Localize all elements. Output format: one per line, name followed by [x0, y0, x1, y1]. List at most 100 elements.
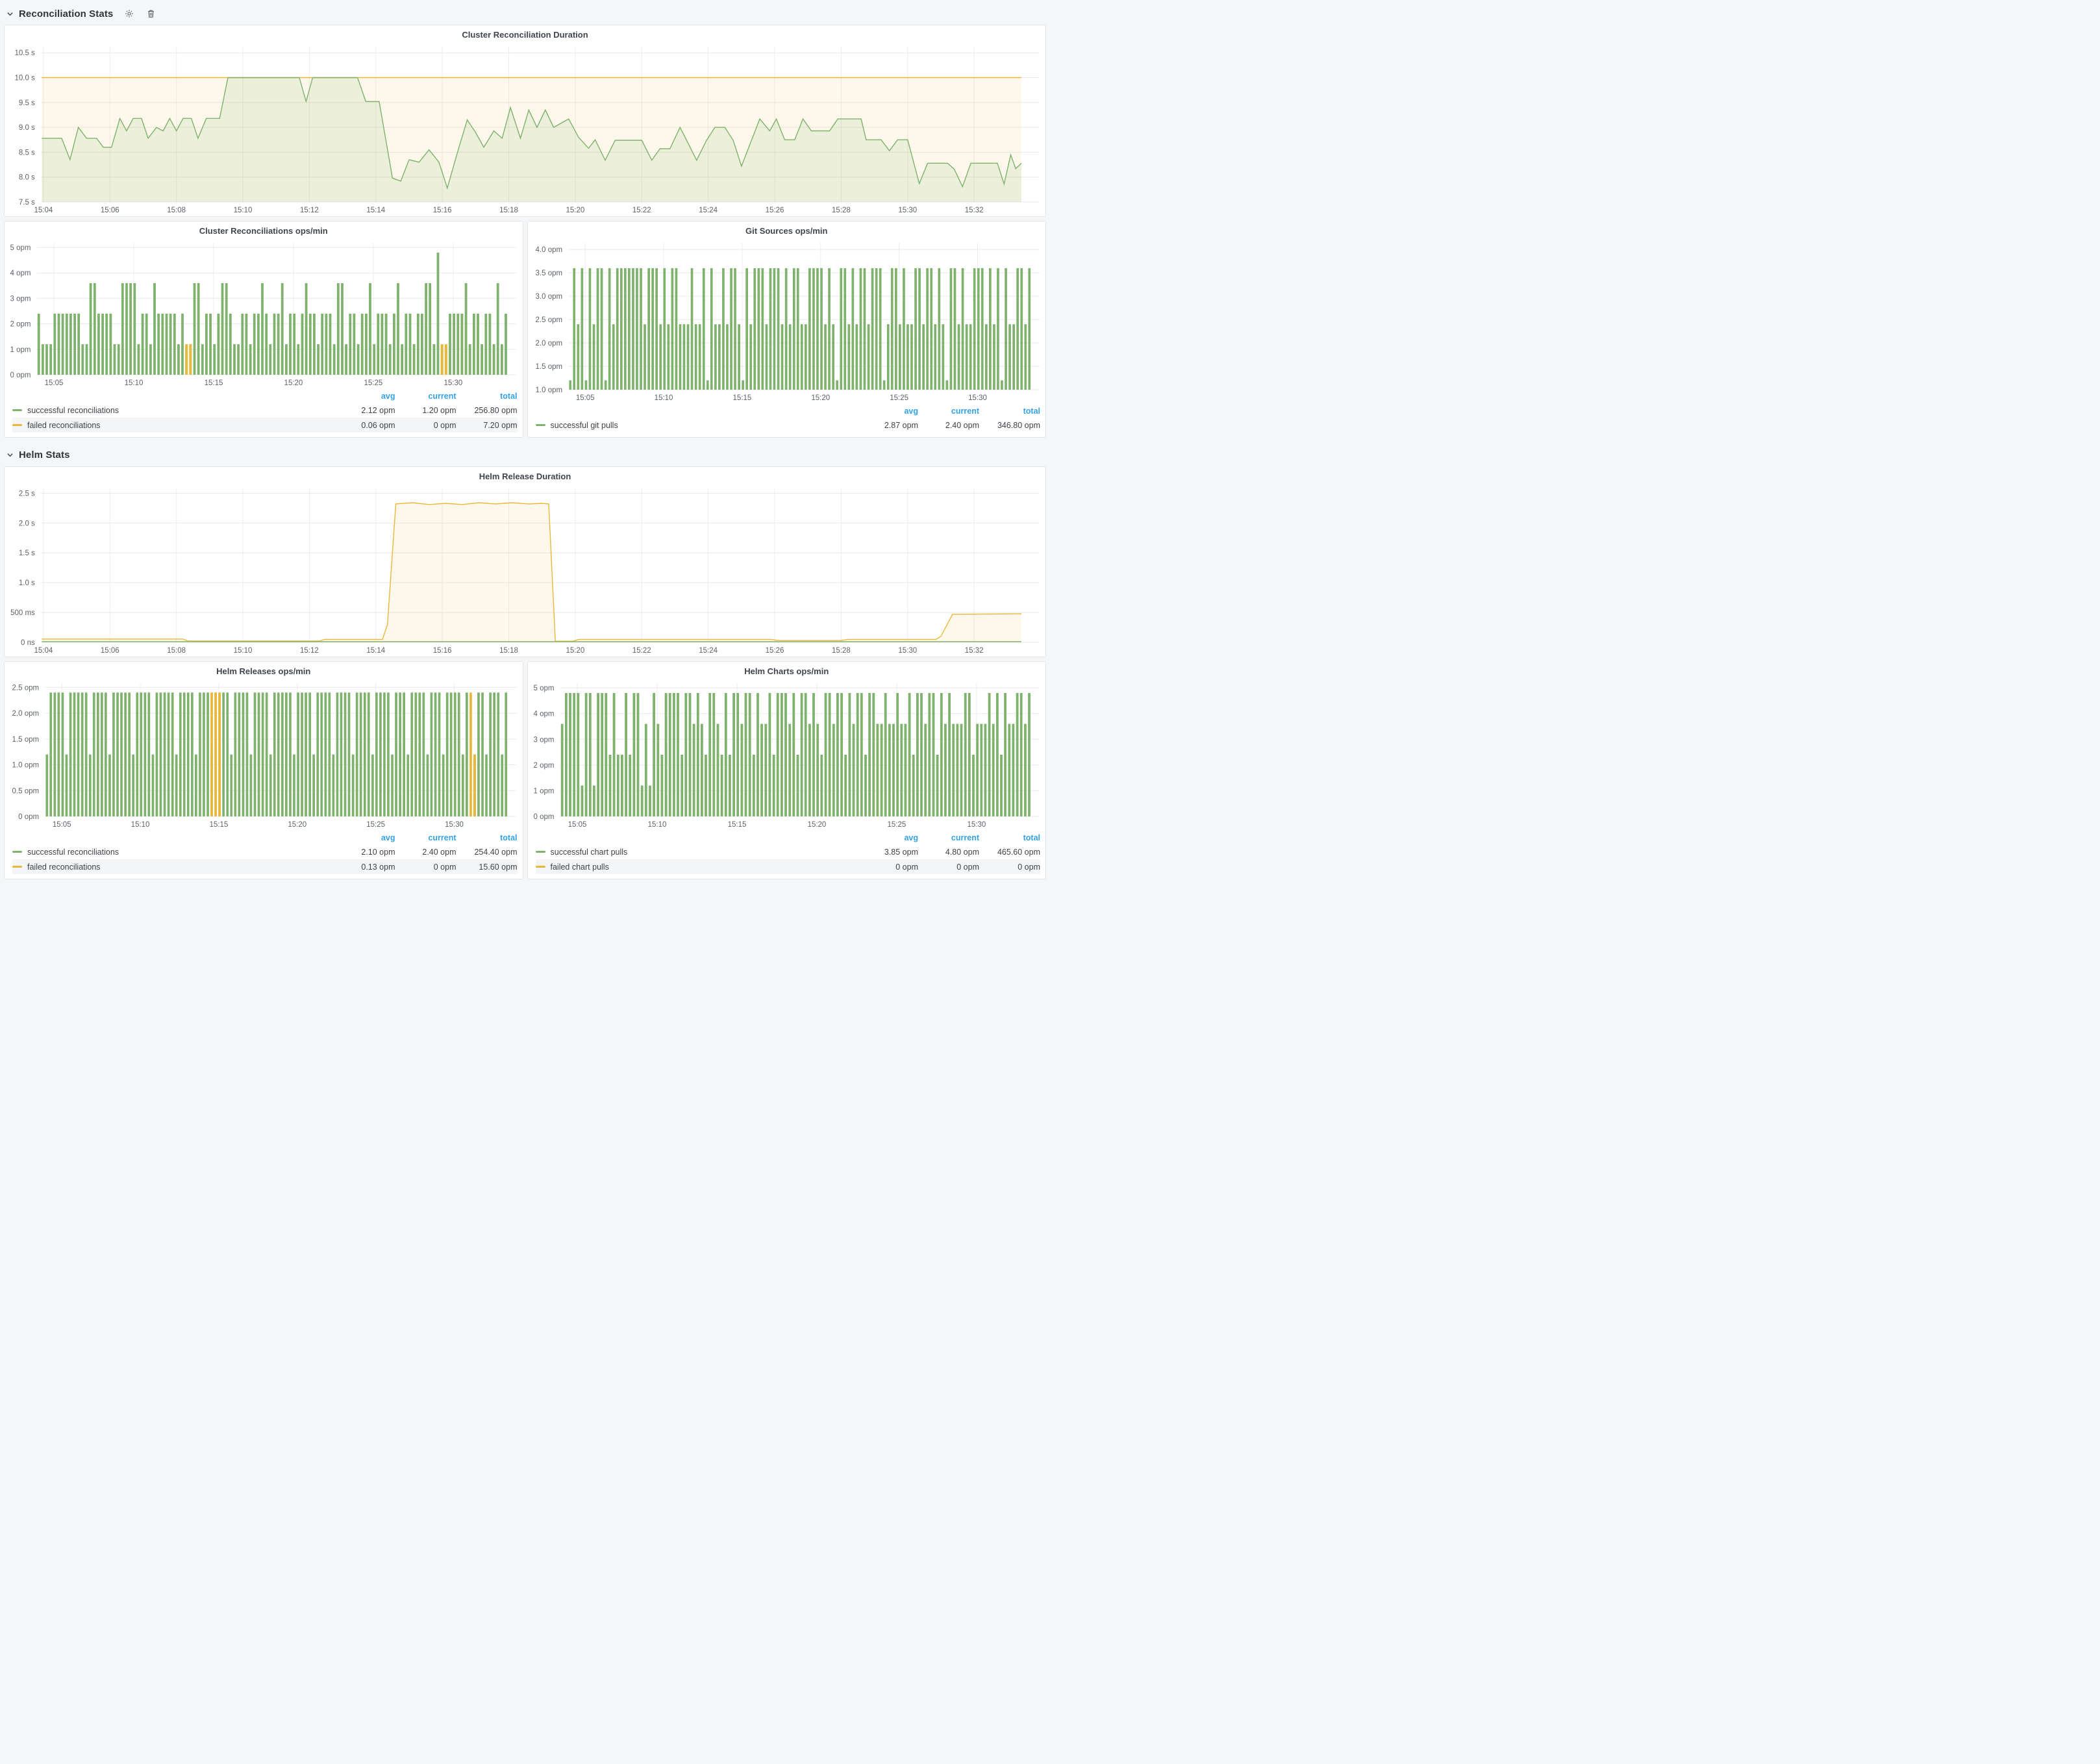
bar	[1012, 324, 1015, 390]
legend-header-row: avg current total	[536, 831, 1040, 844]
bar	[1003, 693, 1006, 816]
bar	[784, 693, 787, 816]
bar	[73, 692, 76, 816]
bar	[473, 754, 476, 816]
bar	[656, 724, 659, 816]
bar	[332, 754, 335, 816]
bar	[710, 268, 713, 390]
bar	[781, 324, 783, 390]
bar	[497, 692, 500, 816]
bar	[979, 724, 982, 816]
trash-icon[interactable]	[147, 9, 155, 18]
bar	[996, 268, 999, 390]
bar	[468, 344, 471, 375]
bar	[1016, 268, 1019, 390]
bar	[189, 344, 192, 375]
bar	[696, 693, 699, 816]
panel-helm-charts-opm: Helm Charts ops/min 15:05 15:10 15:15 15:20…	[527, 661, 1046, 879]
y-tick-label: 1.0 s	[19, 579, 35, 587]
section-title[interactable]: Reconciliation Stats	[19, 8, 114, 19]
y-tick-label: 9.5 s	[19, 99, 35, 107]
bar	[604, 380, 606, 390]
panel-title[interactable]: Helm Charts ops/min	[744, 666, 829, 676]
bar	[167, 692, 170, 816]
series-name[interactable]: failed reconciliations	[27, 862, 101, 872]
bar	[864, 755, 867, 816]
bar	[109, 313, 112, 375]
x-tick-label: 15:22	[632, 207, 651, 214]
gear-icon[interactable]	[125, 9, 134, 18]
bar	[320, 692, 323, 816]
bar	[301, 313, 304, 375]
legend-col-total[interactable]: total	[1023, 406, 1040, 416]
bar	[492, 344, 495, 375]
bar	[623, 268, 627, 390]
legend-col-total[interactable]: total	[1023, 833, 1040, 842]
series-name[interactable]: successful reconciliations	[27, 847, 119, 857]
bar	[960, 724, 962, 816]
bar	[277, 313, 280, 375]
legend-col-current[interactable]: current	[428, 833, 456, 842]
legend-col-avg[interactable]: avg	[381, 833, 395, 842]
bar	[438, 692, 441, 816]
bar	[772, 755, 775, 816]
panel-title[interactable]: Git Sources ops/min	[745, 226, 828, 236]
section-title[interactable]: Helm Stats	[19, 449, 70, 460]
bar	[65, 313, 68, 375]
bar	[765, 324, 768, 390]
chart-cluster-reconciliation-duration[interactable]: 15:04 15:06 15:08 15:10 15:12 15:14 15:16 15:18…	[5, 40, 1045, 216]
bar	[902, 268, 905, 390]
x-tick-label: 15:12	[300, 647, 319, 655]
bar	[93, 283, 96, 375]
series-name[interactable]: successful git pulls	[550, 420, 618, 430]
bar	[568, 693, 571, 816]
bar	[925, 268, 929, 390]
bar	[430, 692, 433, 816]
chart-helm-releases-opm[interactable]: 15:05 15:10 15:15 15:20 15:25 15:30 2.5 opm 2.0…	[5, 677, 523, 831]
chart-git-sources-opm[interactable]: 15:05 15:10 15:15 15:20 15:25 15:30 4.0 opm 3.5…	[528, 236, 1046, 404]
series-name[interactable]: successful reconciliations	[27, 405, 119, 415]
panel-title[interactable]: Helm Releases ops/min	[216, 666, 311, 676]
series-name[interactable]: failed chart pulls	[550, 862, 609, 872]
legend-col-total[interactable]: total	[500, 833, 518, 842]
bar	[921, 324, 925, 390]
bar	[859, 268, 862, 390]
legend-col-avg[interactable]: avg	[381, 391, 395, 401]
panel-title[interactable]: Cluster Reconciliation Duration	[462, 30, 588, 40]
section-header-helm-stats[interactable]: Helm Stats	[4, 443, 1046, 466]
chart-helm-charts-opm[interactable]: 15:05 15:10 15:15 15:20 15:25 15:30 5 opm 4 opm…	[528, 677, 1046, 831]
y-tick-label: 4 opm	[10, 270, 31, 277]
panel-title[interactable]: Cluster Reconciliations ops/min	[199, 226, 328, 236]
bar	[716, 724, 719, 816]
bar	[305, 283, 308, 375]
bar	[944, 724, 947, 816]
x-tick-label: 15:30	[898, 647, 917, 655]
stat-current: 2.40 opm	[422, 847, 456, 857]
bar	[173, 313, 176, 375]
bar	[836, 693, 839, 816]
chart-cluster-reconciliations-opm[interactable]: 15:05 15:10 15:15 15:20 15:25 15:30 5 opm 4 opm…	[5, 236, 523, 389]
bar	[860, 693, 863, 816]
bar	[45, 344, 48, 375]
y-tick-label: 0 opm	[18, 813, 39, 821]
legend-col-total[interactable]: total	[500, 391, 518, 401]
legend-col-current[interactable]: current	[951, 406, 979, 416]
legend-col-current[interactable]: current	[428, 391, 456, 401]
legend-header-row: avg current total	[12, 389, 518, 403]
chart-helm-release-duration[interactable]: 15:04 15:06 15:08 15:10 15:12 15:14 15:16 15:18…	[5, 482, 1045, 657]
section-header-reconciliation-stats[interactable]: Reconciliation Stats	[4, 3, 1046, 25]
legend-col-avg[interactable]: avg	[904, 406, 918, 416]
bar	[676, 693, 679, 816]
legend-col-avg[interactable]: avg	[904, 833, 918, 842]
y-tick-label: 10.0 s	[14, 74, 35, 82]
y-tick-label: 1.5 opm	[535, 363, 562, 371]
stat-total: 0 opm	[1018, 862, 1040, 872]
legend-col-current[interactable]: current	[951, 833, 979, 842]
bar	[639, 268, 642, 390]
bar	[839, 268, 842, 390]
bar	[773, 268, 775, 390]
panel-title[interactable]: Helm Release Duration	[479, 472, 571, 481]
series-name[interactable]: failed reconciliations	[27, 420, 101, 430]
bar	[635, 268, 638, 390]
series-name[interactable]: successful chart pulls	[550, 847, 628, 857]
